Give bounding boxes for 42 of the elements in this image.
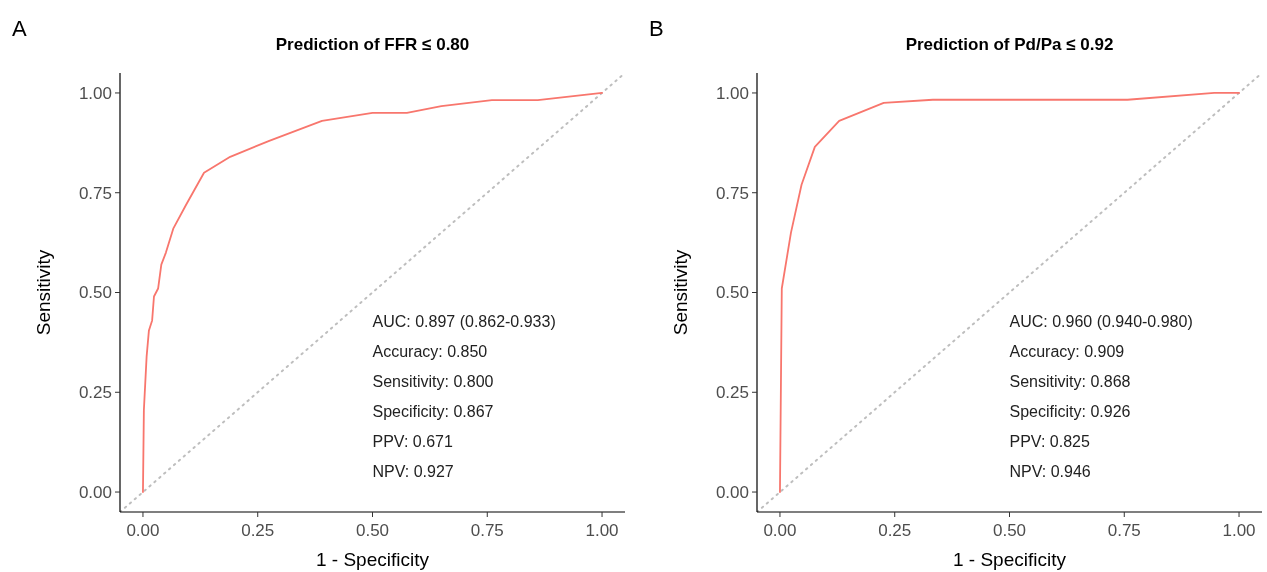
annotation: Specificity: 0.867 — [372, 403, 494, 420]
annotation: AUC: 0.897 (0.862-0.933) — [372, 313, 556, 330]
y-tick-label: 0.75 — [715, 183, 749, 203]
x-axis-title: 1 - Specificity — [953, 549, 1067, 570]
annotation: Specificity: 0.926 — [1009, 403, 1131, 420]
x-tick-label: 0.50 — [992, 521, 1027, 540]
annotation: PPV: 0.671 — [372, 433, 453, 450]
x-axis-title: 1 - Specificity — [316, 549, 430, 570]
annotation: Accuracy: 0.850 — [372, 343, 488, 360]
annotation: Sensitivity: 0.868 — [1009, 373, 1131, 390]
y-axis-title: Sensitivity — [670, 249, 691, 336]
y-tick-label: 0.50 — [715, 283, 749, 303]
y-tick-label: 0.50 — [78, 283, 112, 303]
y-tick-label: 0.75 — [78, 183, 112, 203]
x-tick-label: 1.00 — [1222, 521, 1256, 540]
annotation: Accuracy: 0.909 — [1009, 343, 1125, 360]
x-tick-label: 0.50 — [355, 521, 390, 540]
y-tick-label: 1.00 — [78, 83, 112, 103]
chart-title: Prediction of Pd/Pa ≤ 0.92 — [905, 35, 1114, 54]
text: B — [649, 16, 664, 41]
line-series — [779, 92, 1240, 493]
y-tick-label: 1.00 — [715, 83, 749, 103]
x-tick-label: 0.25 — [241, 521, 275, 540]
x-tick-label: 0.25 — [878, 521, 912, 540]
annotation: NPV: 0.927 — [372, 463, 454, 480]
annotation: PPV: 0.825 — [1009, 433, 1090, 450]
chart-title: Prediction of FFR ≤ 0.80 — [275, 35, 470, 54]
annotation: AUC: 0.960 (0.940-0.980) — [1009, 313, 1193, 330]
x-tick-label: 0.00 — [763, 521, 797, 540]
x-tick-label: 0.75 — [470, 521, 504, 540]
x-tick-label: 1.00 — [585, 521, 619, 540]
text: A — [12, 16, 27, 41]
y-tick-label: 0.00 — [715, 483, 749, 502]
y-tick-label: 0.25 — [715, 383, 749, 403]
y-axis-title: Sensitivity — [33, 249, 54, 336]
y-tick-label: 0.00 — [78, 483, 112, 502]
y-tick-label: 0.25 — [78, 383, 112, 403]
line-series — [142, 92, 603, 493]
annotation: Sensitivity: 0.800 — [372, 373, 494, 390]
x-tick-label: 0.75 — [1107, 521, 1141, 540]
annotation: NPV: 0.946 — [1009, 463, 1091, 480]
x-tick-label: 0.00 — [126, 521, 160, 540]
